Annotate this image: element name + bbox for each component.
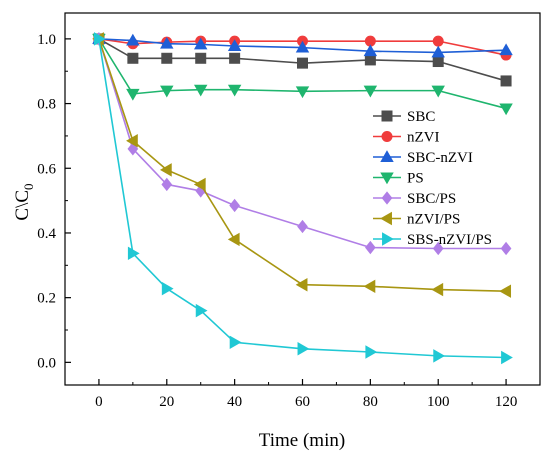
data-point xyxy=(499,43,513,56)
data-point xyxy=(227,84,242,97)
series-sbc-ps xyxy=(93,32,512,256)
data-point xyxy=(432,56,444,68)
x-tick-label: 60 xyxy=(295,394,310,410)
legend-item: SBC/PS xyxy=(373,191,456,207)
axis-ticks: 0 20 40 60 80 100 120 0.0 0.2 0.4 0.6 0.8 1.0 xyxy=(37,32,517,410)
legend-label: nZVI/PS xyxy=(407,212,460,228)
data-point xyxy=(295,40,310,53)
y-tick-label: 0.6 xyxy=(37,161,56,177)
legend-item: PS xyxy=(373,171,424,187)
legend-item: SBS-nZVI/PS xyxy=(373,232,492,248)
legend-item: nZVI xyxy=(373,130,440,146)
y-axis-label: C\C0 xyxy=(12,183,36,220)
series-sbs-nzvi-ps xyxy=(93,32,513,365)
y-tick-label: 0.0 xyxy=(37,355,56,371)
data-point xyxy=(160,85,174,98)
legend-label: nZVI xyxy=(407,130,440,146)
data-point xyxy=(363,279,376,294)
data-point xyxy=(431,85,445,98)
data-point xyxy=(193,84,208,97)
data-point xyxy=(127,246,140,261)
data-point xyxy=(193,37,208,50)
data-point xyxy=(127,142,139,156)
data-point xyxy=(432,35,444,47)
y-tick-label: 1.0 xyxy=(37,32,56,48)
series-group xyxy=(92,32,513,365)
data-point xyxy=(161,281,174,296)
data-point xyxy=(193,177,206,192)
data-point xyxy=(295,278,308,292)
legend-marker xyxy=(380,211,392,226)
data-point xyxy=(501,350,513,365)
data-point xyxy=(227,232,240,247)
x-tick-label: 120 xyxy=(495,394,518,410)
plot-frame xyxy=(64,12,541,386)
data-point xyxy=(296,57,308,69)
x-tick-label: 20 xyxy=(159,394,174,410)
y-axis-label-main: C\C xyxy=(12,190,33,221)
x-tick-label: 100 xyxy=(427,394,450,410)
data-point xyxy=(195,52,207,64)
legend-marker xyxy=(380,150,394,162)
data-point xyxy=(295,86,310,99)
legend-marker xyxy=(381,131,393,143)
data-point xyxy=(365,240,376,255)
y-tick-label: 0.8 xyxy=(37,97,56,113)
legend-item: nZVI/PS xyxy=(373,212,460,228)
data-point xyxy=(364,54,376,66)
data-point xyxy=(93,32,106,46)
data-point xyxy=(126,33,140,46)
data-point xyxy=(500,241,512,256)
legend-marker xyxy=(381,110,393,122)
legend-label: PS xyxy=(407,171,424,187)
legend-item: SBC xyxy=(373,109,435,125)
data-point xyxy=(161,177,173,192)
series-sbc-nzvi xyxy=(92,32,513,58)
x-tick-label: 80 xyxy=(363,394,378,410)
legend-marker xyxy=(382,232,394,246)
x-axis-label: Time (min) xyxy=(259,430,345,451)
legend-label: SBC-nZVI xyxy=(407,150,473,166)
data-point xyxy=(499,103,513,116)
data-point xyxy=(500,75,512,87)
data-point xyxy=(365,345,378,359)
x-tick-label: 40 xyxy=(227,394,242,410)
data-point xyxy=(195,303,208,318)
data-point xyxy=(431,282,444,297)
x-tick-label: 0 xyxy=(95,394,103,410)
y-tick-label: 0.4 xyxy=(37,226,56,242)
data-point xyxy=(159,163,172,177)
data-point xyxy=(227,39,242,51)
data-point xyxy=(433,349,446,363)
y-tick-label: 0.2 xyxy=(37,291,56,307)
data-point xyxy=(160,36,174,49)
data-point xyxy=(499,284,512,298)
legend-label: SBC/PS xyxy=(407,191,456,207)
legend-marker xyxy=(381,191,393,205)
data-point xyxy=(431,45,445,58)
data-point xyxy=(229,198,240,213)
legend-label: SBC xyxy=(407,109,435,125)
legend-item: SBC-nZVI xyxy=(373,150,473,166)
data-point xyxy=(432,241,444,256)
data-point xyxy=(363,85,378,98)
data-point xyxy=(297,219,308,234)
legend-label: SBS-nZVI/PS xyxy=(407,232,492,248)
data-point xyxy=(229,52,241,64)
data-point xyxy=(127,52,139,64)
data-point xyxy=(229,335,242,350)
data-point xyxy=(161,52,173,64)
legend: SBC nZVI SBC-nZVI PS SBC/PS nZVI/PS SBS-nZVI/P… xyxy=(373,109,492,248)
data-point xyxy=(126,134,138,148)
y-axis-label-subscript: 0 xyxy=(21,183,36,190)
data-point xyxy=(126,88,140,101)
legend-marker xyxy=(380,172,394,185)
data-point xyxy=(297,342,310,356)
data-point xyxy=(363,44,378,57)
